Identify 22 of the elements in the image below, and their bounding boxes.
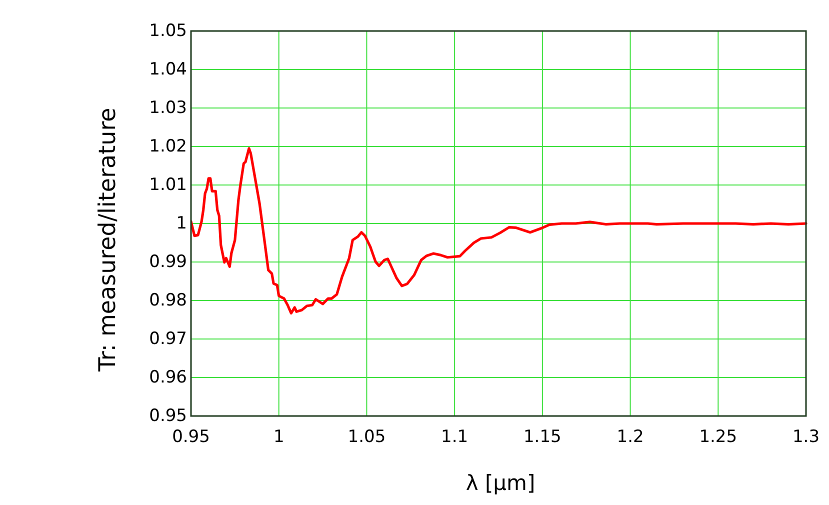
y-tick-label: 1.03 bbox=[149, 98, 187, 118]
x-tick-label: 1.05 bbox=[348, 427, 386, 447]
y-tick-label: 1.02 bbox=[149, 136, 187, 156]
x-tick-label: 1.25 bbox=[699, 427, 738, 447]
x-tick-label: 1.3 bbox=[792, 427, 820, 447]
x-tick-label: 1.1 bbox=[441, 427, 468, 447]
y-tick-label: 0.97 bbox=[149, 329, 187, 349]
y-tick-label: 0.98 bbox=[149, 290, 187, 310]
y-tick-label: 1.04 bbox=[149, 60, 187, 80]
x-axis-title: λ [µm] bbox=[466, 471, 536, 495]
y-tick-label: 0.95 bbox=[149, 406, 187, 426]
y-tick-label: 1.01 bbox=[149, 175, 187, 195]
y-tick-label: 1.05 bbox=[149, 21, 187, 41]
x-tick-label: 0.95 bbox=[172, 427, 210, 447]
y-tick-label: 0.96 bbox=[149, 368, 187, 388]
y-tick-label: 0.99 bbox=[149, 252, 187, 272]
x-tick-label: 1 bbox=[273, 427, 284, 447]
y-tick-label: 1 bbox=[176, 214, 187, 234]
y-axis-title: Tr: measured/literature bbox=[95, 108, 121, 372]
x-tick-label: 1.2 bbox=[616, 427, 644, 447]
x-tick-label: 1.15 bbox=[524, 427, 562, 447]
line-series bbox=[191, 147, 808, 315]
